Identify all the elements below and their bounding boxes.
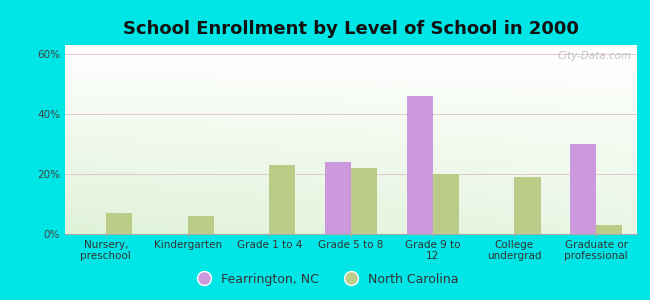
Bar — [514, 177, 541, 234]
Bar — [596, 225, 622, 234]
Title: School Enrollment by Level of School in 2000: School Enrollment by Level of School in … — [123, 20, 579, 38]
Text: City-Data.com: City-Data.com — [557, 51, 631, 61]
Bar — [570, 144, 596, 234]
Bar — [325, 162, 351, 234]
Bar — [351, 168, 377, 234]
Bar — [106, 213, 132, 234]
Bar — [188, 216, 214, 234]
Bar — [406, 96, 433, 234]
Bar — [433, 174, 459, 234]
Bar — [269, 165, 296, 234]
Legend: Fearrington, NC, North Carolina: Fearrington, NC, North Carolina — [187, 268, 463, 291]
